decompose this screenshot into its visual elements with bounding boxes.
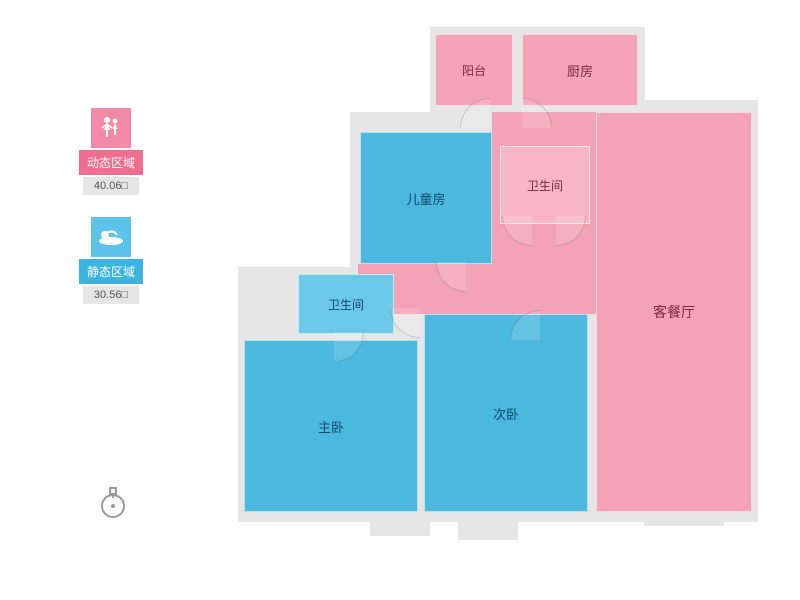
floor-base (458, 516, 518, 540)
room-label: 客餐厅 (653, 302, 695, 322)
legend-label-dynamic: 动态区域 (79, 150, 143, 175)
floor-base (644, 516, 724, 526)
room-label: 卫生间 (328, 296, 364, 313)
floor-base (370, 516, 430, 536)
room-master_bed: 主卧 (244, 340, 418, 512)
room-balcony: 阳台 (435, 34, 513, 106)
room-label: 主卧 (318, 417, 344, 436)
room-kids_room: 儿童房 (360, 132, 492, 264)
bed-icon (91, 217, 131, 257)
legend-panel: 动态区域 40.06□ 静态区域 30.56□ (76, 108, 146, 326)
room-bathroom_lower: 卫生间 (298, 274, 394, 334)
legend-item-dynamic: 动态区域 40.06□ (76, 108, 146, 195)
room-label: 次卧 (493, 404, 519, 423)
room-label: 儿童房 (406, 189, 445, 208)
room-living_dining: 客餐厅 (596, 112, 752, 512)
legend-value-dynamic: 40.06□ (83, 177, 139, 195)
room-label: 阳台 (462, 62, 486, 79)
compass-icon (98, 486, 128, 525)
room-bathroom_upper: 卫生间 (500, 146, 590, 224)
legend-item-static: 静态区域 30.56□ (76, 217, 146, 304)
floor-plan: 阳台厨房卫生间客餐厅儿童房卫生间主卧次卧 (210, 12, 770, 572)
room-label: 厨房 (567, 61, 593, 80)
room-label: 卫生间 (527, 177, 563, 194)
room-kitchen: 厨房 (522, 34, 638, 106)
legend-label-static: 静态区域 (79, 259, 143, 284)
legend-value-static: 30.56□ (83, 286, 139, 304)
room-second_bed: 次卧 (424, 314, 588, 512)
people-icon (91, 108, 131, 148)
